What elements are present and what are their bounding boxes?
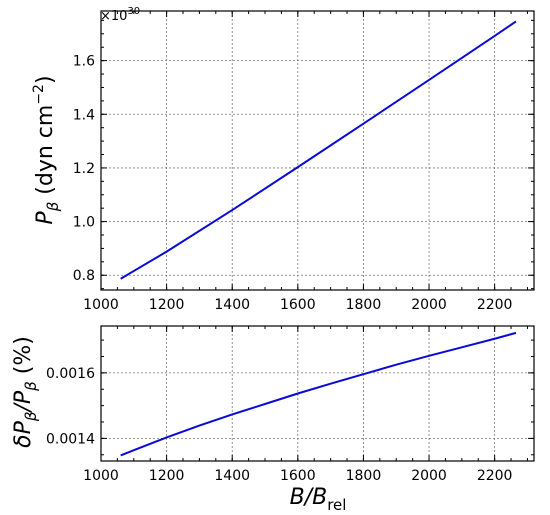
bottom-x-tick-label-2: 1400	[214, 468, 250, 484]
top-y-tick-label-1: 1.0	[73, 215, 95, 231]
ylabel-main: P	[33, 211, 58, 225]
ylabel2-b: /P	[11, 390, 36, 413]
ylabel2-sub1: β	[22, 411, 40, 422]
top-axes-frame	[100, 10, 535, 291]
top-x-tick-label-1: 1200	[149, 297, 185, 313]
bottom-x-tick-label-4: 1800	[346, 468, 382, 484]
top-series-line-0	[120, 20, 517, 280]
offset-base: ×10	[100, 9, 127, 24]
top-y-axis-label: Pβ (dyn cm−2)	[31, 75, 62, 224]
top-y-tick-label-4: 1.6	[73, 54, 95, 70]
top-x-tick-label-0: 1000	[83, 297, 119, 313]
offset-exponent: 30	[127, 6, 140, 17]
xlabel-main: B/B	[290, 485, 328, 510]
bottom-x-tick-label-3: 1600	[280, 468, 316, 484]
bottom-y-tick-label-0: 0.0014	[46, 431, 95, 447]
top-panel: 1000 1200 1400 1600 1800 2000 2200 0.8 1.0 1.2 1.4…	[73, 10, 535, 313]
top-x-tick-label-2: 1400	[214, 297, 250, 313]
ylabel2-a: δP	[11, 420, 36, 447]
ylabel2-sub2: β	[22, 381, 40, 392]
bottom-panel: 1000 1200 1400 1600 1800 2000 2200 0.0014 0.0016	[46, 325, 535, 484]
bottom-x-tick-label-6: 2200	[477, 468, 513, 484]
top-y-tick-label-3: 1.4	[73, 107, 95, 123]
top-y-tick-label-0: 0.8	[73, 268, 95, 284]
ylabel-rest: (dyn cm	[33, 105, 58, 202]
bottom-series-line-0	[120, 331, 517, 457]
ylabel-end: )	[33, 75, 58, 84]
bottom-axes-frame	[100, 325, 535, 462]
y-offset-label: ×1030	[100, 6, 140, 24]
bottom-x-tick-label-5: 2000	[411, 468, 447, 484]
ylabel-sub: β	[44, 201, 62, 212]
top-x-tick-label-3: 1600	[280, 297, 316, 313]
ylabel-sup: −2	[31, 84, 47, 105]
ylabel2-c: (%)	[11, 336, 36, 381]
bottom-y-axis-label: δPβ/Pβ (%)	[11, 336, 40, 448]
xlabel-sub: rel	[327, 496, 346, 514]
top-x-tick-label-4: 1800	[346, 297, 382, 313]
top-y-tick-label-2: 1.2	[73, 161, 95, 177]
bottom-x-tick-label-0: 1000	[83, 468, 119, 484]
bottom-y-tick-label-1: 0.0016	[46, 366, 95, 382]
bottom-x-tick-label-1: 1200	[149, 468, 185, 484]
top-x-tick-label-5: 2000	[411, 297, 447, 313]
x-axis-label: B/Brel	[290, 485, 347, 514]
top-x-tick-label-6: 2200	[477, 297, 513, 313]
